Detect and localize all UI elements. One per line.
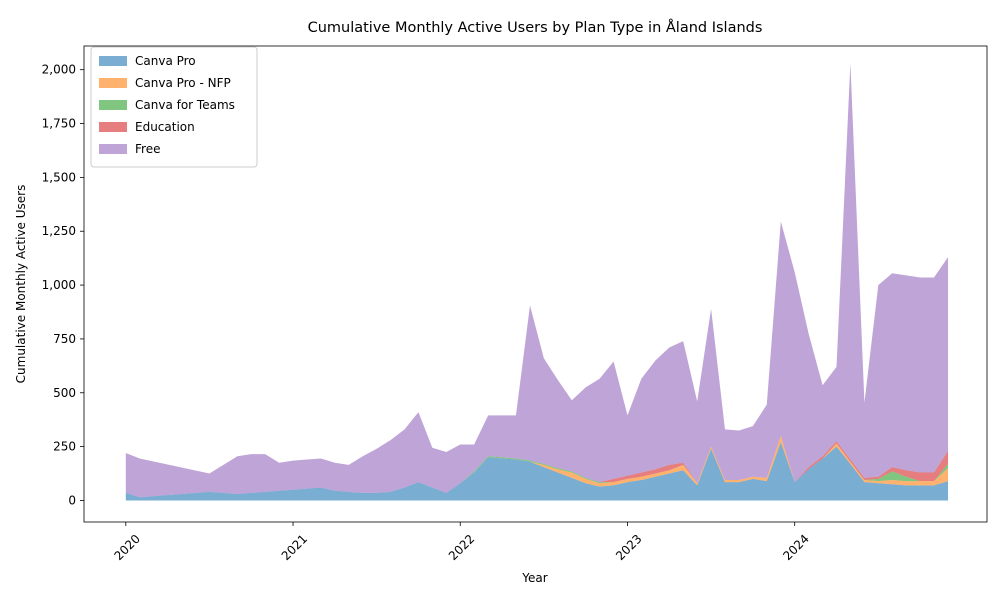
x-axis-label: Year <box>521 571 547 585</box>
area-series-canva-pro <box>125 442 949 501</box>
y-tick-label: 500 <box>53 386 76 400</box>
y-tick-label: 1,000 <box>42 278 76 292</box>
y-tick-label: 1,500 <box>42 170 76 184</box>
y-axis-label: Cumulative Monthly Active Users <box>14 185 28 384</box>
legend-label-education: Education <box>135 120 195 134</box>
legend-swatch-education <box>99 122 127 132</box>
y-tick-label: 750 <box>53 332 76 346</box>
legend-label-canva-for-teams: Canva for Teams <box>135 98 235 112</box>
legend-swatch-canva-pro-nfp <box>99 78 127 88</box>
legend-swatch-canva-pro <box>99 56 127 66</box>
area-layers <box>125 63 949 501</box>
plot-frame <box>83 45 988 523</box>
legend-label-free: Free <box>135 142 160 156</box>
chart-title: Cumulative Monthly Active Users by Plan … <box>308 19 763 36</box>
y-tick-label: 0 <box>68 493 76 507</box>
area-series-free <box>125 63 949 498</box>
y-tick-label: 1,250 <box>42 224 76 238</box>
legend-box <box>90 46 258 168</box>
legend-label-canva-pro-nfp: Canva Pro - NFP <box>135 76 231 90</box>
legend: Canva Pro Canva Pro - NFP Canva for Teams E… <box>90 46 258 168</box>
y-tick-label: 1,750 <box>42 117 76 131</box>
legend-swatch-canva-for-teams <box>99 100 127 110</box>
y-tick-label: 250 <box>53 440 76 454</box>
legend-label-canva-pro: Canva Pro <box>135 54 196 68</box>
y-axis: 0 250 500 750 1,000 1,250 1,500 1,750 2,000 <box>42 63 84 507</box>
y-tick-label: 2,000 <box>42 63 76 77</box>
legend-swatch-free <box>99 144 127 154</box>
